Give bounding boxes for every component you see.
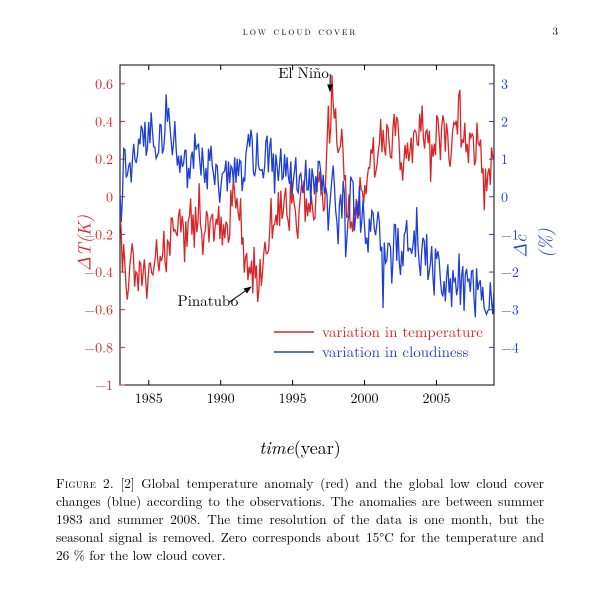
svg-text:2: 2	[501, 111, 508, 131]
page-header: low cloud cover 3	[0, 0, 600, 39]
svg-text:1995: 1995	[279, 388, 307, 408]
svg-text:−2: −2	[501, 262, 519, 282]
figure-caption-text: [2] Global temperature anomaly (red) and…	[56, 473, 544, 564]
svg-text:2005: 2005	[422, 388, 450, 408]
figure-caption: Figure 2. [2] Global temperature anomaly…	[56, 474, 544, 564]
svg-text:0: 0	[106, 187, 113, 207]
svg-text:El Niño: El Niño	[278, 62, 329, 83]
y-axis-left-label: ΔT(K)	[72, 215, 97, 271]
svg-text:0: 0	[501, 187, 508, 207]
svg-text:1985: 1985	[135, 388, 163, 408]
svg-text:0.6: 0.6	[95, 74, 113, 94]
svg-text:Pinatubo: Pinatubo	[178, 290, 239, 311]
x-axis-label: time(year)	[54, 435, 546, 460]
y-axis-right-label: Δc (%)	[508, 228, 558, 257]
page-number: 3	[540, 24, 560, 39]
svg-text:1990: 1990	[207, 388, 235, 408]
svg-text:variation in temperature: variation in temperature	[322, 321, 483, 342]
svg-text:0.2: 0.2	[95, 149, 113, 169]
svg-text:−0.8: −0.8	[84, 337, 113, 357]
svg-text:2000: 2000	[351, 388, 379, 408]
svg-text:variation in cloudiness: variation in cloudiness	[322, 341, 469, 362]
svg-text:1: 1	[501, 149, 508, 169]
svg-text:3: 3	[501, 74, 508, 94]
svg-text:−3: −3	[501, 300, 519, 320]
svg-text:−1: −1	[95, 375, 113, 395]
figure-chart: 19851990199520002005−1−0.8−0.6−0.4−0.200…	[54, 53, 546, 433]
running-title: low cloud cover	[60, 24, 540, 39]
figure-caption-label: Figure 2.	[56, 473, 114, 492]
svg-text:−0.6: −0.6	[84, 300, 113, 320]
chart-svg: 19851990199520002005−1−0.8−0.6−0.4−0.200…	[54, 53, 546, 433]
svg-text:−4: −4	[501, 337, 519, 357]
svg-text:0.4: 0.4	[95, 111, 113, 131]
